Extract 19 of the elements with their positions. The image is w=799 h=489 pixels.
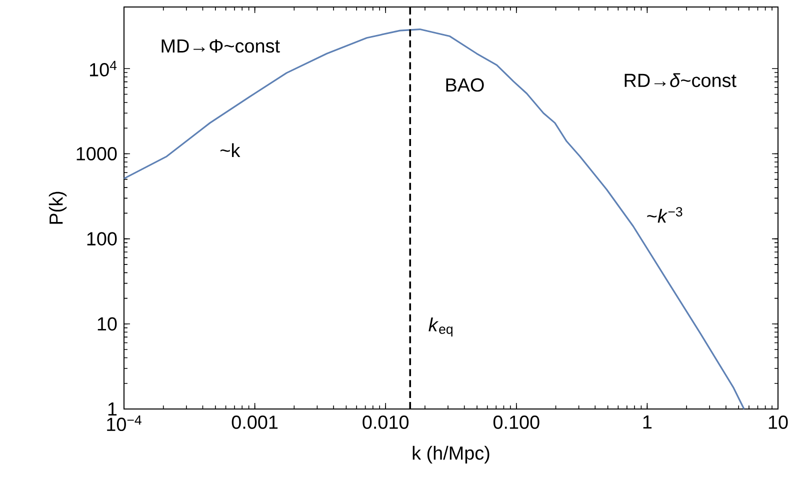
- x-tick-label: 0.010: [362, 416, 409, 429]
- x-axis-title: k (h/Mpc): [412, 446, 490, 464]
- x-tick-label: 1: [643, 416, 652, 429]
- x-tick-label: 10$^{−4}$: [107, 416, 142, 432]
- annotation: MD→Φ~const: [162, 39, 280, 53]
- y-tick-label: 100: [87, 232, 117, 246]
- x-tick-label: 0.100: [493, 416, 540, 429]
- annotation: BAO: [446, 78, 484, 92]
- y-axis-title: P(k): [48, 192, 67, 224]
- y-tick-label: 10$^{4}$: [90, 60, 117, 76]
- y-tick-label: 10: [98, 317, 117, 331]
- x-tick-label: 0.001: [232, 416, 278, 429]
- annotation: RD→δ~const: [624, 73, 736, 88]
- annotation: ~k: [220, 143, 240, 157]
- annotation: ~k$^{−3}$: [647, 207, 682, 223]
- y-tick-label: 1000: [76, 147, 117, 160]
- ref-line-label: k$_{eq}$: [428, 317, 452, 337]
- y-tick-label: 1: [108, 402, 117, 416]
- x-tick-label: 10: [768, 416, 788, 429]
